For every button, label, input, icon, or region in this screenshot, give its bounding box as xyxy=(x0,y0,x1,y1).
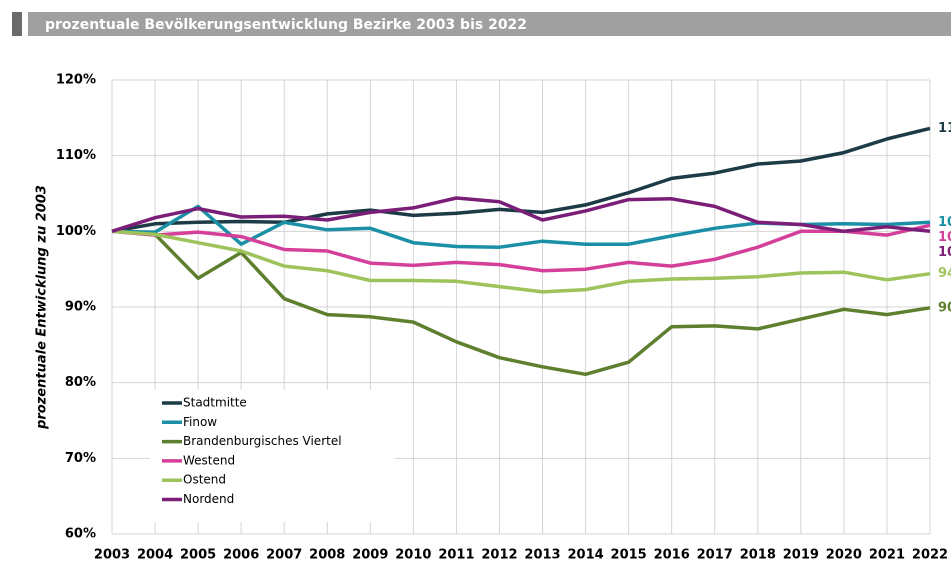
legend-label: Ostend xyxy=(183,473,226,487)
y-tick-label: 60% xyxy=(65,527,96,542)
x-tick-label: 2020 xyxy=(826,548,862,563)
header-accent xyxy=(12,12,22,36)
end-label: 101% xyxy=(938,215,951,230)
x-tick-label: 2018 xyxy=(740,548,776,563)
x-tick-label: 2012 xyxy=(481,548,517,563)
x-tick-label: 2009 xyxy=(352,548,388,563)
x-tick-label: 2013 xyxy=(524,548,560,563)
y-tick-label: 120% xyxy=(56,73,96,88)
lines: 114%101%101%100%94%90% xyxy=(111,121,951,377)
end-label: 90% xyxy=(938,300,951,315)
legend-label: Finow xyxy=(183,415,217,429)
x-tick-label: 2010 xyxy=(395,548,431,563)
x-tick-label: 2003 xyxy=(94,548,130,563)
x-tick-label: 2017 xyxy=(697,548,733,563)
series-line xyxy=(111,223,931,273)
x-tick-label: 2006 xyxy=(223,548,259,563)
y-axis-label: prozentuale Entwicklung zu 2003 xyxy=(35,185,50,430)
x-tick-label: 2015 xyxy=(611,548,647,563)
end-label: 101% xyxy=(938,230,951,245)
end-label: 100% xyxy=(938,245,951,260)
y-tick-label: 80% xyxy=(65,375,96,390)
y-tick-label: 90% xyxy=(65,300,96,315)
series-line xyxy=(111,229,931,294)
header-bar xyxy=(28,12,951,36)
y-tick-label: 70% xyxy=(65,451,96,466)
x-tick-label: 2004 xyxy=(137,548,173,563)
series-line xyxy=(111,229,931,377)
x-tick-label: 2011 xyxy=(438,548,474,563)
legend-label: Westend xyxy=(183,453,235,467)
grid: 60% 70% 80% 90% 100% 110% 120% 2003 2004 2005 2006… xyxy=(56,73,948,563)
x-tick-label: 2016 xyxy=(654,548,690,563)
x-tick-label: 2014 xyxy=(567,548,603,563)
chart-title: prozentuale Bevölkerungsentwicklung Bezi… xyxy=(45,17,527,33)
y-tick-label: 100% xyxy=(56,224,96,239)
legend-label: Stadtmitte xyxy=(183,396,247,410)
x-tick-label: 2007 xyxy=(266,548,302,563)
x-tick-label: 2005 xyxy=(180,548,216,563)
x-tick-label: 2021 xyxy=(869,548,905,563)
end-label: 94% xyxy=(938,266,951,281)
y-tick-label: 110% xyxy=(56,148,96,163)
legend-label: Nordend xyxy=(183,492,234,506)
x-tick-label: 2022 xyxy=(912,548,948,563)
end-label: 114% xyxy=(938,121,951,136)
series-line xyxy=(111,196,931,234)
legend-box xyxy=(150,390,395,522)
x-tick-label: 2019 xyxy=(783,548,819,563)
legend-label: Brandenburgisches Viertel xyxy=(183,434,342,448)
legend: Stadtmitte Finow Brandenburgisches Viertel… xyxy=(150,390,395,522)
x-tick-label: 2008 xyxy=(309,548,345,563)
